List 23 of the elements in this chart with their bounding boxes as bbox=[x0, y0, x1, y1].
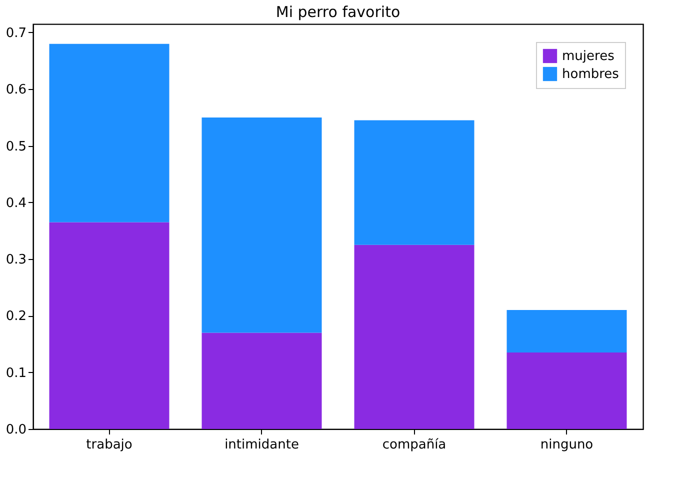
y-tick-label: 0.4 bbox=[6, 196, 26, 211]
bar bbox=[354, 244, 474, 429]
bar bbox=[202, 117, 322, 333]
x-tick-label: ninguno bbox=[540, 438, 594, 452]
y-tick-label: 0.6 bbox=[6, 82, 26, 98]
y-tick-label: 0.7 bbox=[6, 26, 26, 41]
y-tick-label: 0.1 bbox=[6, 366, 26, 381]
y-tick-label: 0.2 bbox=[6, 309, 26, 324]
y-tick-label: 0.3 bbox=[6, 252, 26, 268]
bar bbox=[354, 120, 474, 245]
x-tick-label: compañía bbox=[382, 438, 446, 452]
x-tick-label: trabajo bbox=[86, 438, 132, 452]
legend-label: mujeres bbox=[562, 49, 615, 64]
bar bbox=[49, 44, 170, 222]
bar bbox=[202, 332, 322, 429]
chart-title: Mi perro favorito bbox=[276, 3, 400, 21]
legend-label: hombres bbox=[562, 67, 620, 82]
x-tick-label: intimidante bbox=[224, 438, 299, 452]
bar bbox=[49, 222, 170, 429]
bar bbox=[506, 310, 627, 353]
y-tick-label: 0.0 bbox=[6, 422, 26, 438]
y-tick-label: 0.5 bbox=[6, 139, 26, 154]
bar bbox=[506, 352, 627, 429]
